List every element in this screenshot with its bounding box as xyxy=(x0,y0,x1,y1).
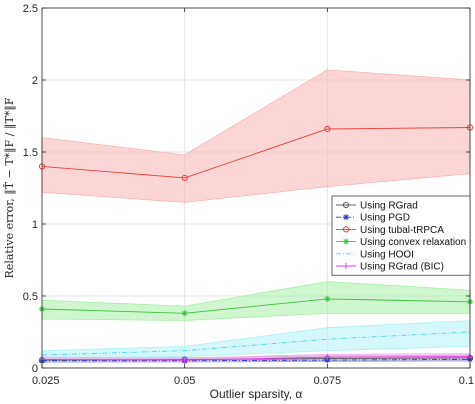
legend-label-3: Using convex relaxation xyxy=(360,237,466,248)
data-point-2-2 xyxy=(324,125,331,133)
legend-label-1: Using PGD xyxy=(360,213,410,224)
y-tick-label-0: 0 xyxy=(32,363,38,375)
series-line-5 xyxy=(41,356,471,361)
series-lines xyxy=(38,124,474,364)
data-point-5-2 xyxy=(324,354,331,361)
legend-marker-0 xyxy=(342,201,350,209)
y-tick-label-2: 1 xyxy=(32,219,38,231)
legend-marker-3 xyxy=(343,238,349,245)
axes: 0 0.5 1 1.5 2 2.5 0.025 0.05 0.075 0.1 xyxy=(23,3,474,387)
legend-item-4: Using HOOI xyxy=(336,249,414,260)
data-point-3-2 xyxy=(324,295,331,302)
series-line-2 xyxy=(41,127,471,179)
x-axis-title: Outlier sparsity, α xyxy=(210,387,303,401)
series-line-1 xyxy=(42,358,471,362)
legend-marker-5 xyxy=(343,263,349,269)
svg-text:Relative error, ‖T̂ − T*‖F / ‖: Relative error, ‖T̂ − T*‖F / ‖T*‖F xyxy=(3,97,17,278)
legend-box xyxy=(331,195,471,276)
series-line-4 xyxy=(41,331,471,356)
data-point-2-1 xyxy=(181,174,188,182)
legend-marker-2 xyxy=(342,226,350,233)
legend-item-0: Using RGrad xyxy=(336,201,418,212)
y-tick-label-3: 1.5 xyxy=(23,147,38,159)
legend-label-5: Using RGrad (BIC) xyxy=(360,262,444,273)
y-axis-title: Relative error, ‖T̂ − T*‖F / ‖T*‖F xyxy=(3,97,17,278)
plot-frame xyxy=(41,7,471,369)
x-tick-label-1: 0.05 xyxy=(174,375,195,387)
legend-label-2: Using tubal-tRPCA xyxy=(360,225,444,236)
legend-label-4: Using HOOI xyxy=(360,249,414,260)
legend-item-3: Using convex relaxation xyxy=(336,237,466,248)
legend-marker-1 xyxy=(343,214,349,221)
x-tick-label-2: 0.075 xyxy=(314,375,342,387)
legend-label-0: Using RGrad xyxy=(360,201,418,212)
confidence-bands xyxy=(41,69,471,363)
y-tick-label-4: 2 xyxy=(32,75,38,87)
y-tick-label-1: 0.5 xyxy=(23,291,38,303)
y-tick-label-5: 2.5 xyxy=(23,3,38,15)
legend-item-1: Using PGD xyxy=(336,213,410,224)
data-point-5-1 xyxy=(181,357,188,364)
x-tick-label-0: 0.025 xyxy=(32,375,60,387)
data-point-3-1 xyxy=(181,310,188,317)
legend-item-2: Using tubal-tRPCA xyxy=(336,225,444,236)
series-line-3 xyxy=(41,298,471,314)
legend-item-5: Using RGrad (BIC) xyxy=(336,262,444,273)
x-tick-label-3: 0.1 xyxy=(459,375,474,387)
